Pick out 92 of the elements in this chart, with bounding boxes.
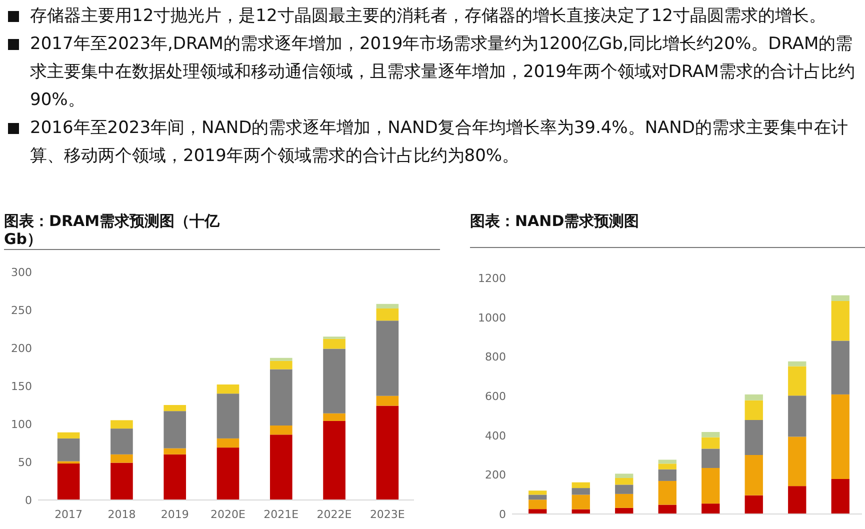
bar <box>744 400 763 420</box>
bar <box>788 366 806 396</box>
bar <box>164 411 186 448</box>
y-tick-label: 50 <box>18 456 32 469</box>
x-tick-label: 2018 <box>108 508 136 521</box>
y-tick-label: 100 <box>11 418 32 431</box>
bar <box>702 448 720 468</box>
bar <box>658 504 676 514</box>
bar <box>702 437 720 449</box>
bar <box>110 454 133 463</box>
text: 2016年至2023年间，NAND的需求逐年增加，NAND复合年均增长率为39.4%。NAND的需求主要集中在计算、移动两个领域，2019年两个领域需求的合计占比约为80%。 <box>30 118 848 166</box>
bar <box>615 484 634 494</box>
bar <box>528 494 547 500</box>
y-tick-label: 400 <box>485 429 506 442</box>
bar <box>270 369 292 426</box>
bar <box>323 348 346 414</box>
bar <box>376 320 399 396</box>
bar <box>788 486 806 514</box>
x-tick-label: 2017 <box>54 508 83 521</box>
bar <box>376 308 399 321</box>
bar <box>572 482 590 488</box>
bar <box>702 468 720 504</box>
bar <box>744 420 763 455</box>
bar <box>216 448 240 500</box>
bar <box>702 432 720 438</box>
bar <box>376 304 399 308</box>
bar <box>376 406 399 500</box>
y-tick-label: 200 <box>485 468 506 482</box>
bar <box>376 396 399 406</box>
text: 存储器主要用12寸抛光片，是12寸晶圆最主要的消耗者，存储器的增长直接决定了12寸晶圆需求的增长。 <box>30 6 826 26</box>
bar <box>572 488 590 495</box>
bar <box>744 455 763 496</box>
text: 2017年至2023年,DRAM的需求逐年增加，2019年市场需求量约为1200亿Gb,同比增长约20%。DRAM的需求主要集中在数据处理领域和移动通信领域，且需求量逐年增加，2019年两个领域对DRAM需求的合计占比约90%。 <box>30 34 855 110</box>
bar <box>57 464 80 500</box>
bar <box>831 340 850 394</box>
bar <box>270 426 292 435</box>
bar <box>702 504 720 514</box>
bar <box>323 338 346 349</box>
y-tick-label: 600 <box>485 390 506 403</box>
bar <box>658 460 676 464</box>
bar <box>528 500 547 510</box>
chart-title: 图表：DRAM需求预测图（十亿Gb） <box>4 212 221 248</box>
bar <box>572 494 590 510</box>
x-tick-label: 2023E <box>370 508 405 521</box>
y-tick-label: 1200 <box>478 272 506 285</box>
y-tick-label: 300 <box>11 266 32 279</box>
bar <box>164 448 186 454</box>
bar <box>788 361 806 366</box>
y-tick-label: 1000 <box>478 311 506 324</box>
y-tick-label: 200 <box>11 342 32 355</box>
bar <box>164 454 186 500</box>
bar <box>110 462 133 500</box>
bar <box>110 428 133 454</box>
bar <box>528 509 547 514</box>
bar <box>216 384 240 394</box>
x-tick-label: 2019 <box>160 508 189 521</box>
bar <box>788 396 806 437</box>
bar <box>57 461 80 464</box>
bar <box>788 436 806 486</box>
bar <box>216 394 240 438</box>
bar <box>831 478 850 514</box>
bar <box>216 438 240 448</box>
bar <box>658 480 676 505</box>
y-tick-label: 800 <box>485 350 506 364</box>
bar <box>323 420 346 500</box>
x-tick-label: 2022E <box>316 508 352 521</box>
bar <box>658 469 676 481</box>
x-tick-label: 2021E <box>264 508 299 521</box>
bar <box>615 494 634 508</box>
bar <box>270 434 292 500</box>
x-tick-label: 2020E <box>210 508 246 521</box>
bar <box>270 358 292 361</box>
bar <box>615 474 634 478</box>
bar <box>615 478 634 485</box>
bar <box>658 464 676 470</box>
y-tick-label: 0 <box>499 508 506 521</box>
bar <box>270 360 292 370</box>
bar <box>831 394 850 479</box>
bar <box>528 490 547 495</box>
bar <box>831 301 850 341</box>
bar <box>831 295 850 302</box>
bar <box>110 420 133 429</box>
bar <box>744 394 763 400</box>
y-tick-label: 0 <box>25 494 32 507</box>
bar <box>164 405 186 412</box>
bar <box>323 413 346 421</box>
chart-title: 图表：NAND需求预测图 <box>470 212 640 230</box>
bar <box>744 495 763 514</box>
y-tick-label: 150 <box>11 380 32 393</box>
bar <box>57 432 80 438</box>
y-tick-label: 250 <box>11 304 32 317</box>
bar <box>57 438 80 462</box>
